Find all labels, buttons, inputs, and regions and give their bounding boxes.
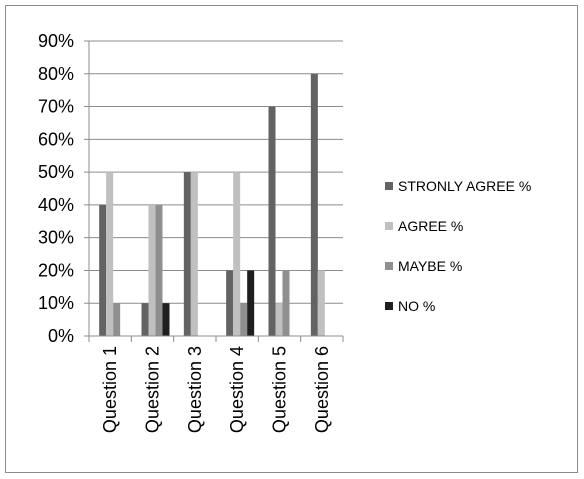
y-tick-label: 60%: [38, 129, 74, 149]
x-tick-labels: Question 1 Question 2 Question 3 Question 4…: [100, 346, 332, 433]
y-tick-label: 90%: [38, 31, 74, 51]
gridlines: [89, 40, 343, 304]
y-tick-label: 40%: [38, 195, 74, 215]
bar: [155, 204, 163, 336]
bar: [113, 303, 121, 336]
x-tick-label: Question 6: [312, 346, 332, 433]
x-tick-label: Question 4: [227, 346, 247, 433]
legend-swatch: [385, 262, 393, 270]
y-tick-label: 0%: [48, 326, 74, 346]
legend-swatch: [385, 222, 393, 230]
x-tick-label: Question 1: [100, 346, 120, 433]
bar: [106, 172, 114, 336]
bar: [247, 270, 255, 336]
y-tick-label: 50%: [38, 162, 74, 182]
legend-swatch: [385, 302, 393, 310]
y-tick-label: 10%: [38, 293, 74, 313]
bar: [183, 172, 191, 336]
legend-label: NO %: [398, 298, 435, 314]
y-tick-label: 80%: [38, 64, 74, 84]
bar: [99, 204, 107, 336]
bar: [233, 172, 241, 336]
bar: [310, 73, 318, 337]
axes: [84, 40, 344, 342]
legend-label: MAYBE %: [398, 258, 462, 274]
y-tick-labels: 0% 10% 20% 30% 40% 50% 60% 70% 80% 90%: [38, 31, 74, 346]
bar: [141, 303, 149, 336]
legend-swatch: [385, 182, 393, 190]
bar: [190, 172, 198, 336]
legend-label: AGREE %: [398, 218, 463, 234]
bar: [268, 106, 276, 336]
bar: [226, 270, 234, 336]
x-tick-label: Question 3: [185, 346, 205, 433]
bar: [162, 303, 170, 336]
y-tick-label: 30%: [38, 228, 74, 248]
y-tick-label: 20%: [38, 260, 74, 280]
bar: [148, 204, 156, 336]
legend: STRONLY AGREE % AGREE % MAYBE % NO %: [385, 178, 531, 314]
bar: [275, 303, 283, 336]
x-tick-label: Question 5: [270, 346, 290, 433]
bars: [99, 73, 325, 337]
bar: [317, 270, 325, 336]
legend-label: STRONLY AGREE %: [398, 178, 531, 194]
y-tick-label: 70%: [38, 97, 74, 117]
x-tick-label: Question 2: [143, 346, 163, 433]
bar: [282, 270, 290, 336]
bar: [240, 303, 248, 336]
